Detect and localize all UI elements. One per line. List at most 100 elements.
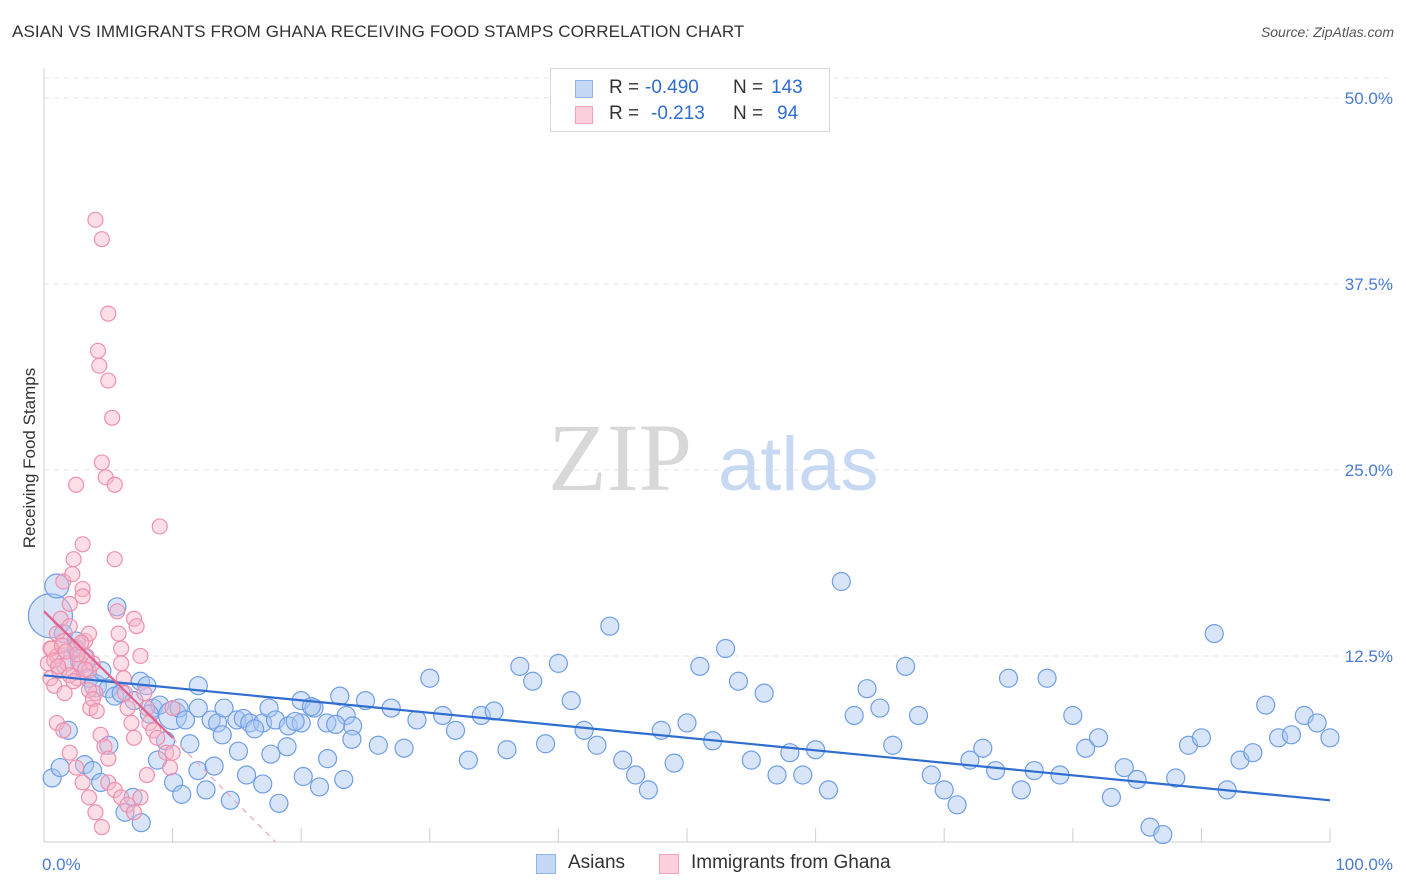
ghana-point [125, 729, 143, 746]
legend-swatch-asians [575, 80, 593, 98]
asian-point [214, 698, 234, 718]
asian-point [690, 656, 710, 676]
x-tick-labels: 0.0% 100.0% [42, 855, 1393, 874]
asian-point [1281, 725, 1302, 745]
y-tick-label: 50.0% [1345, 89, 1393, 108]
bottom-legend-swatch-ghana [659, 854, 679, 874]
chart-title: ASIAN VS IMMIGRANTS FROM GHANA RECEIVING… [12, 22, 745, 41]
asian-point [818, 780, 839, 800]
ghana-point [132, 647, 149, 665]
asian-point [484, 701, 504, 721]
ghana-point [80, 682, 98, 699]
asian-point [1307, 713, 1327, 733]
asian-point [921, 765, 941, 785]
ghana-point [89, 342, 107, 359]
grid-lines [44, 77, 1392, 657]
asian-point [228, 741, 249, 761]
ghana-point [68, 476, 85, 493]
asian-point [368, 735, 388, 755]
legend-r-value: -0.490 [645, 77, 699, 98]
asian-point [510, 656, 530, 676]
ghana-point [161, 759, 179, 776]
y-tick-labels: 12.5% 25.0% 37.5% 50.0% [1345, 89, 1393, 666]
ghana-point [109, 603, 126, 620]
ghana-point [77, 661, 94, 678]
ghana-trend-line [43, 610, 174, 739]
ghana-point [84, 691, 101, 708]
asian-point [326, 714, 346, 735]
asian-point [236, 765, 257, 785]
asian-point [857, 679, 877, 699]
x-tick-label-max: 100.0% [1335, 855, 1393, 874]
ghana-point [110, 625, 127, 642]
asian-point [998, 668, 1019, 688]
legend-r-label: R = [609, 103, 640, 124]
legend-swatch-ghana [575, 106, 593, 124]
trend-lines [43, 610, 1331, 843]
asian-point [172, 784, 192, 804]
asian-point [934, 780, 954, 800]
ghana-point [93, 819, 110, 836]
asian-point [291, 713, 311, 733]
asian-point [180, 734, 200, 754]
ghana-point [123, 714, 140, 732]
asian-point [1063, 705, 1083, 726]
asian-point [844, 705, 864, 726]
ghana-point [138, 766, 155, 784]
legend-n-label: N = [733, 103, 764, 124]
asian-point [947, 795, 967, 815]
ghana-point [59, 655, 76, 672]
bottom-legend-label-asians: Asians [568, 852, 626, 873]
ghana-point [164, 744, 181, 761]
asian-point [831, 571, 851, 592]
asian-point [1127, 769, 1147, 790]
asian-point [1256, 695, 1276, 715]
y-tick-label: 37.5% [1345, 275, 1393, 294]
asian-point [523, 671, 543, 691]
ghana-point [64, 565, 81, 583]
ghana-point [74, 536, 91, 553]
asian-point [245, 719, 265, 739]
ghana-point [104, 409, 121, 426]
ghana-point [55, 722, 72, 739]
ghana-trend-extension [172, 737, 276, 843]
correlation-legend: R = -0.490 N = 143 R = -0.213 N = 94 [550, 68, 830, 132]
asian-point [196, 780, 216, 800]
ghana-point [87, 804, 104, 821]
asian-point [1101, 787, 1121, 807]
asian-point [277, 737, 297, 757]
scatter-points [27, 211, 1340, 845]
asian-point [98, 679, 118, 699]
asian-point [107, 597, 127, 617]
asian-point [638, 780, 659, 800]
asian-point [1037, 668, 1057, 688]
asian-point [664, 753, 684, 773]
asian-point [1204, 624, 1224, 644]
asian-point [50, 757, 70, 778]
asian-point [587, 735, 607, 755]
asian-point [986, 760, 1006, 781]
ghana-point [61, 744, 78, 761]
asian-point [793, 765, 813, 785]
ghana-point [91, 357, 108, 374]
asian-point [600, 616, 620, 636]
ghana-point [128, 618, 145, 635]
asian-point [394, 738, 414, 758]
bottom-legend-label-ghana: Immigrants from Ghana [691, 852, 891, 873]
asian-point [253, 774, 273, 794]
asian-point [445, 720, 466, 740]
ghana-point [50, 658, 67, 675]
ghana-point [113, 655, 130, 672]
ghana-point [100, 305, 117, 322]
asian-point [285, 711, 305, 732]
ghana-point [113, 640, 130, 657]
asian-point [259, 698, 279, 718]
ghana-point [116, 685, 134, 702]
ghana-point [56, 685, 73, 702]
asian-point [212, 725, 232, 745]
watermark-zip: ZIP [548, 404, 692, 511]
asian-point [220, 790, 240, 810]
ghana-point [106, 476, 123, 493]
asian-point [741, 750, 761, 770]
asian-point [715, 638, 736, 659]
